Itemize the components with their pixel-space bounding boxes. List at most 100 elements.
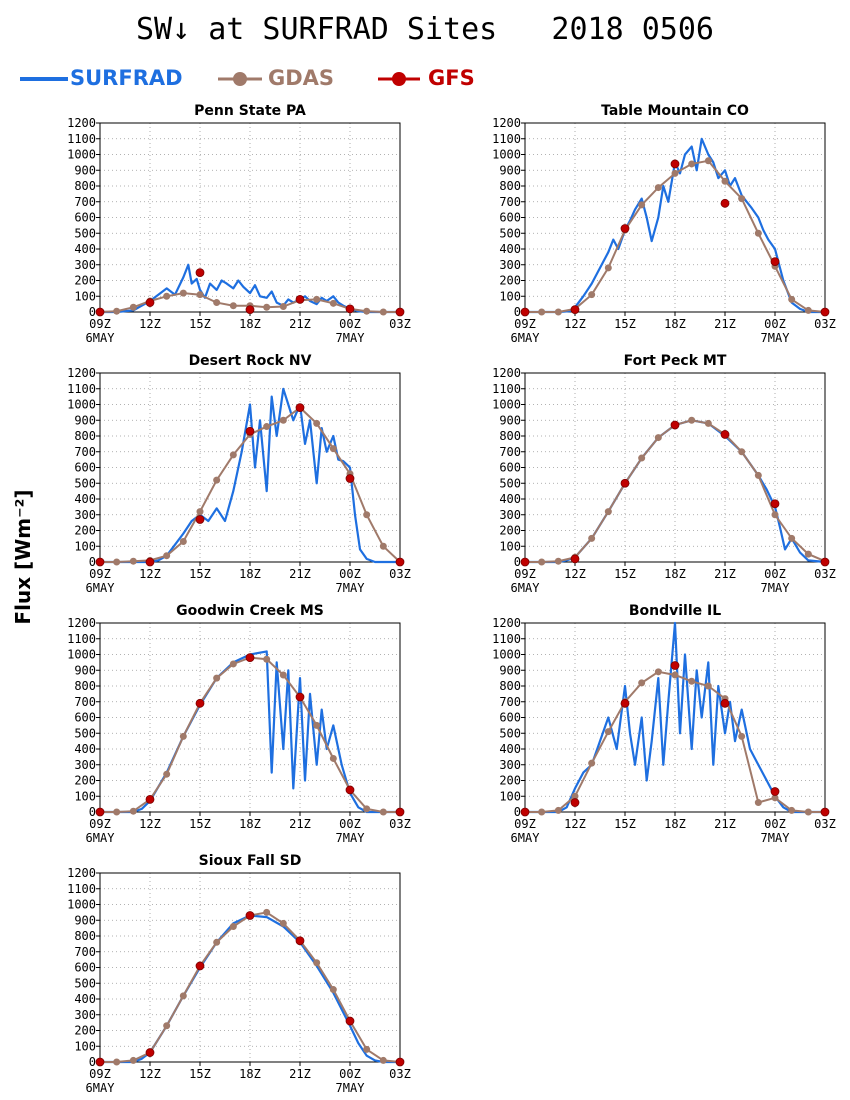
series-gdas-point	[279, 671, 287, 679]
y-tick-label: 1200	[492, 366, 521, 380]
legend-swatches	[20, 72, 420, 86]
y-tick-label: 200	[74, 774, 96, 788]
series-gdas-point	[313, 419, 321, 427]
y-tick-label: 100	[74, 539, 96, 553]
series-gfs-point	[245, 426, 255, 436]
series-gdas-point	[213, 674, 221, 682]
series-gdas-point	[721, 177, 729, 185]
series-gdas-point	[363, 307, 371, 315]
x-tick-label: 00Z	[339, 567, 361, 581]
series-gfs-point	[95, 807, 105, 817]
y-tick-label: 700	[499, 695, 521, 709]
series-gdas-point	[363, 511, 371, 519]
y-tick-label: 300	[499, 508, 521, 522]
x-tick-label: 03Z	[389, 317, 411, 331]
series-surfrad-line	[100, 387, 400, 564]
series-gdas-point	[379, 308, 387, 316]
series-gfs-point	[95, 307, 105, 317]
y-tick-label: 1100	[67, 132, 96, 146]
y-tick-label: 400	[74, 242, 96, 256]
x-tick-label: 12Z	[564, 567, 586, 581]
x-tick-label: 21Z	[714, 317, 736, 331]
y-tick-label: 1100	[67, 632, 96, 646]
panel-title: Penn State PA	[194, 103, 306, 119]
series-gdas-point	[363, 1045, 371, 1053]
x-tick-label: 03Z	[389, 567, 411, 581]
series-gfs-point	[145, 795, 155, 804]
y-tick-label: 800	[74, 179, 96, 193]
series-gfs-point	[620, 478, 630, 488]
y-tick-label: 0	[514, 305, 521, 319]
series-gdas-point	[704, 682, 712, 690]
x-tick-label: 18Z	[664, 817, 686, 831]
x-tick-label: 00Z	[764, 567, 786, 581]
x-tick-label: 03Z	[814, 567, 836, 581]
y-axis-label-box: Flux [Wm⁻²]	[11, 489, 35, 624]
y-tick-label: 1100	[492, 382, 521, 396]
y-tick-label: 200	[499, 524, 521, 538]
series-gdas-point	[704, 419, 712, 427]
series-gfs-point	[670, 159, 680, 169]
series-gfs-point	[620, 224, 630, 233]
panel-title: Desert Rock NV	[189, 353, 312, 369]
series-gdas-point	[229, 923, 237, 931]
y-tick-label: 1200	[67, 866, 96, 880]
panel-2: Desert Rock NV01002003004005006007008009…	[67, 353, 411, 595]
series-gfs-point	[245, 305, 255, 315]
series-gdas-point	[654, 434, 662, 442]
series-gfs-point	[395, 807, 405, 817]
y-tick-label: 1200	[67, 366, 96, 380]
y-tick-label: 1100	[67, 882, 96, 896]
series-gdas-point	[671, 671, 679, 679]
series-gfs-point	[520, 807, 530, 817]
panel-title: Sioux Fall SD	[199, 853, 302, 869]
x-tick-label: 00Z	[339, 1067, 361, 1081]
y-tick-label: 800	[499, 179, 521, 193]
x-tick-label: 21Z	[289, 567, 311, 581]
series-gdas-point	[688, 416, 696, 424]
series-gdas-point	[754, 229, 762, 237]
y-tick-label: 800	[499, 679, 521, 693]
y-tick-label: 600	[499, 211, 521, 225]
series-gdas-point	[671, 169, 679, 177]
x-tick-label: 09Z	[89, 567, 111, 581]
x-date-label: 6MAY	[86, 831, 116, 845]
series-gfs-point	[295, 403, 305, 413]
series-gfs-point	[295, 294, 305, 304]
series-gdas-point	[213, 299, 221, 307]
series-gdas-point	[263, 908, 271, 916]
y-tick-label: 1000	[67, 148, 96, 162]
y-tick-label: 600	[499, 461, 521, 475]
x-tick-label: 12Z	[139, 817, 161, 831]
y-tick-label: 1100	[492, 632, 521, 646]
series-gfs-point	[245, 653, 255, 663]
y-tick-label: 700	[499, 445, 521, 459]
x-tick-label: 15Z	[189, 817, 211, 831]
series-gdas-point	[313, 295, 321, 303]
series-gdas-point	[738, 732, 746, 740]
series-gfs-point	[395, 307, 405, 317]
x-tick-label: 21Z	[289, 317, 311, 331]
series-gdas-point	[129, 807, 137, 815]
x-tick-label: 15Z	[614, 567, 636, 581]
series-gdas-point	[329, 754, 337, 762]
series-gdas-point	[329, 445, 337, 453]
series-gdas-point	[229, 660, 237, 668]
x-date-label: 6MAY	[86, 581, 116, 595]
series-gdas-point	[588, 534, 596, 542]
y-tick-label: 0	[89, 555, 96, 569]
x-tick-label: 09Z	[514, 567, 536, 581]
series-gdas-point	[263, 423, 271, 431]
y-tick-label: 900	[74, 413, 96, 427]
series-surfrad-line	[525, 621, 825, 814]
x-tick-label: 03Z	[389, 817, 411, 831]
y-tick-label: 1000	[67, 398, 96, 412]
y-tick-label: 600	[74, 461, 96, 475]
series-gfs-point	[770, 787, 780, 796]
y-tick-label: 400	[74, 992, 96, 1006]
x-tick-label: 12Z	[139, 567, 161, 581]
series-gdas-point	[113, 808, 121, 816]
series-gdas-point	[804, 550, 812, 558]
x-tick-label: 00Z	[764, 317, 786, 331]
series-gfs-point	[770, 499, 780, 509]
